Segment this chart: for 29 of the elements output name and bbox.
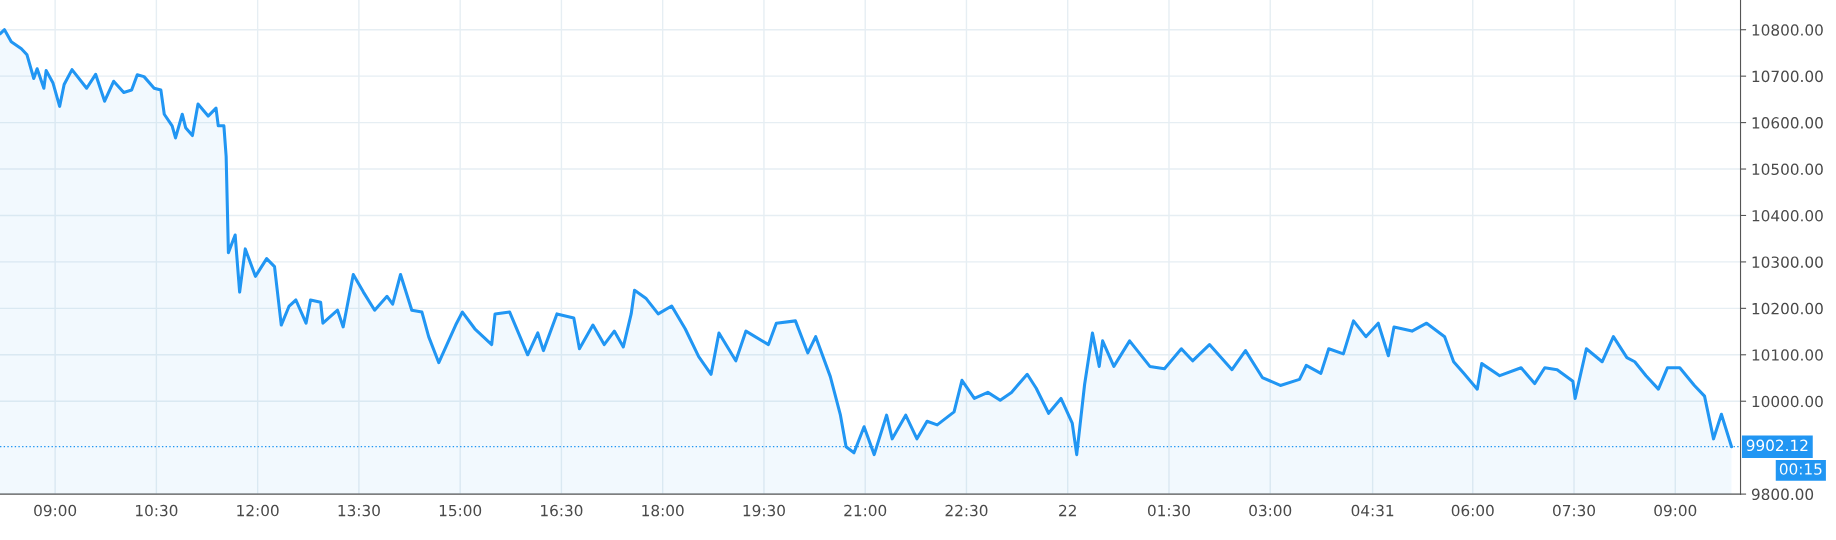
y-tick-label: 10400.00: [1752, 209, 1823, 222]
y-tick-label: 9800.00: [1751, 488, 1814, 501]
x-tick-label: 21:00: [844, 504, 887, 517]
x-tick-label: 06:00: [1451, 504, 1494, 517]
x-tick-label: 03:00: [1249, 504, 1292, 517]
x-tick-label: 09:00: [1654, 504, 1697, 517]
y-tick-label: 10700.00: [1752, 70, 1823, 83]
x-tick-label: 13:30: [338, 504, 380, 517]
x-tick-label: 22:30: [945, 504, 988, 517]
x-tick-label: 16:30: [541, 504, 583, 517]
y-tick-label: 10500.00: [1752, 163, 1823, 176]
y-tick-label: 10200.00: [1752, 302, 1823, 315]
x-tick-label: 07:30: [1553, 504, 1596, 517]
y-tick-label: 10100.00: [1752, 349, 1823, 361]
ref-line-label: 9902.12: [1746, 439, 1808, 452]
x-tick-label: 01:30: [1147, 504, 1190, 517]
y-tick-label: 10800.00: [1752, 24, 1823, 36]
x-tick-label: 18:00: [642, 504, 684, 517]
x-tick-label: 04:31: [1351, 504, 1394, 517]
y-tick-label: 10300.00: [1752, 256, 1823, 268]
x-tick-label: 10:30: [136, 504, 178, 517]
y-tick-label: 10600.00: [1752, 117, 1823, 129]
x-tick-label: 19:30: [743, 504, 785, 517]
x-tick-label: 15:00: [439, 504, 482, 517]
x-tick-label: 22: [1059, 504, 1076, 517]
x-tick-label: 09:00: [34, 504, 77, 517]
y-tick-label: 10000.00: [1752, 395, 1823, 408]
x-tick-label: 12:00: [237, 504, 279, 517]
text: 00:15: [1779, 463, 1822, 475]
